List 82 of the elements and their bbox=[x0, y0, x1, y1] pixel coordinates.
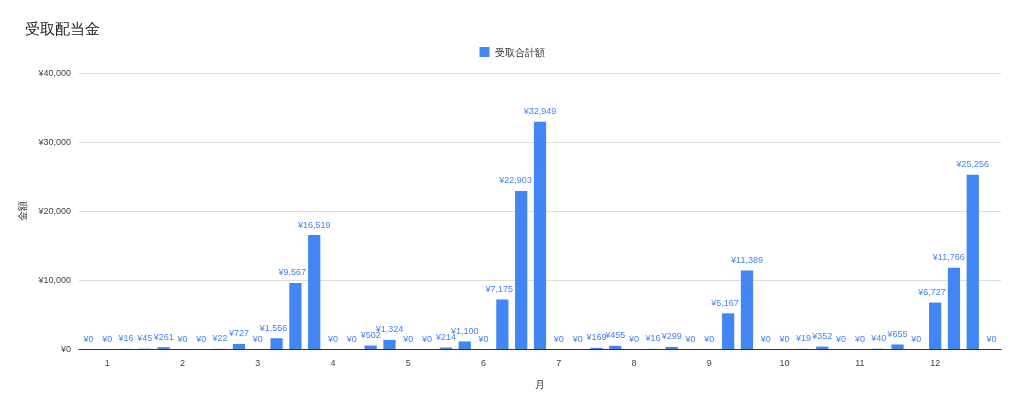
data-label: ¥0 bbox=[176, 333, 188, 344]
bar bbox=[232, 343, 246, 349]
data-label: ¥727 bbox=[227, 328, 249, 339]
bar bbox=[496, 299, 509, 349]
bar bbox=[458, 341, 471, 349]
data-label: ¥1,556 bbox=[258, 322, 288, 333]
data-label: ¥22 bbox=[211, 333, 228, 344]
bar bbox=[383, 339, 396, 349]
y-tick-label: ¥40,000 bbox=[37, 68, 71, 78]
data-label: ¥261 bbox=[152, 331, 174, 342]
data-label: ¥0 bbox=[82, 333, 94, 344]
data-label: ¥11,389 bbox=[730, 254, 763, 265]
data-label: ¥16 bbox=[644, 333, 661, 344]
x-tick-label: 9 bbox=[706, 357, 712, 368]
x-tick-label: 10 bbox=[779, 357, 790, 368]
data-label: ¥352 bbox=[811, 331, 833, 342]
y-tick-label: ¥10,000 bbox=[37, 275, 71, 285]
y-tick-label: ¥0 bbox=[59, 344, 71, 354]
data-label: ¥0 bbox=[853, 333, 865, 344]
x-tick-label: 1 bbox=[104, 357, 110, 368]
data-label: ¥1,100 bbox=[449, 325, 479, 336]
x-tick-label: 3 bbox=[255, 357, 261, 368]
chart-title: 受取配当金 bbox=[25, 20, 100, 37]
x-tick-label: 5 bbox=[405, 357, 411, 368]
data-label: ¥11,766 bbox=[931, 252, 965, 263]
y-tick-label: ¥20,000 bbox=[37, 206, 71, 216]
bar bbox=[308, 235, 321, 349]
bar bbox=[665, 346, 678, 349]
y-axis-title: 金額 bbox=[16, 201, 28, 221]
data-label: ¥32,949 bbox=[522, 106, 557, 117]
y-tick-label: ¥30,000 bbox=[37, 137, 71, 147]
bar bbox=[289, 282, 302, 349]
data-label: ¥19 bbox=[794, 333, 811, 344]
data-label: ¥0 bbox=[327, 333, 339, 344]
data-label: ¥0 bbox=[703, 333, 715, 344]
data-label: ¥0 bbox=[628, 333, 640, 344]
bar bbox=[740, 270, 754, 349]
bar bbox=[891, 344, 904, 349]
data-label: ¥25,256 bbox=[955, 159, 990, 170]
data-label: ¥0 bbox=[778, 333, 790, 344]
x-tick-label: 8 bbox=[631, 357, 637, 368]
data-label: ¥655 bbox=[886, 328, 908, 339]
bar bbox=[966, 174, 979, 349]
data-label: ¥45 bbox=[136, 333, 153, 344]
x-tick-label: 6 bbox=[481, 357, 487, 368]
data-label: ¥0 bbox=[759, 333, 771, 344]
data-label: ¥0 bbox=[985, 333, 997, 344]
x-tick-label: 2 bbox=[179, 357, 185, 368]
x-tick-label: 11 bbox=[855, 357, 865, 368]
data-label: ¥0 bbox=[684, 333, 696, 344]
legend-label: 受取合計額 bbox=[494, 46, 545, 58]
bar bbox=[722, 313, 735, 349]
data-label: ¥40 bbox=[870, 333, 887, 344]
bar bbox=[270, 338, 283, 349]
data-label: ¥0 bbox=[101, 333, 113, 344]
data-label: ¥0 bbox=[571, 333, 583, 344]
data-label: ¥0 bbox=[477, 333, 489, 344]
x-tick-label: 12 bbox=[930, 357, 941, 368]
x-axis-title: 月 bbox=[535, 378, 545, 390]
data-label: ¥0 bbox=[421, 333, 433, 344]
bar bbox=[929, 302, 942, 349]
data-label: ¥299 bbox=[660, 331, 682, 342]
data-label: ¥0 bbox=[402, 333, 414, 344]
data-label: ¥7,175 bbox=[484, 283, 514, 294]
data-label: ¥0 bbox=[910, 333, 922, 344]
bar bbox=[609, 345, 622, 349]
bar bbox=[947, 267, 961, 349]
bar bbox=[515, 190, 528, 349]
data-label: ¥9,567 bbox=[277, 267, 307, 278]
data-label: ¥0 bbox=[345, 333, 357, 344]
data-label: ¥22,903 bbox=[498, 175, 532, 186]
bar bbox=[533, 121, 547, 349]
data-label: ¥0 bbox=[195, 333, 207, 344]
data-label: ¥5,167 bbox=[710, 297, 739, 308]
data-label: ¥6,727 bbox=[917, 287, 946, 298]
data-label: ¥16,519 bbox=[296, 219, 331, 230]
x-tick-label: 7 bbox=[556, 357, 562, 368]
x-tick-label: 4 bbox=[330, 357, 336, 368]
data-label: ¥0 bbox=[552, 333, 564, 344]
data-label: ¥16 bbox=[117, 333, 134, 344]
data-label: ¥0 bbox=[835, 333, 847, 344]
data-label: ¥0 bbox=[251, 333, 263, 344]
